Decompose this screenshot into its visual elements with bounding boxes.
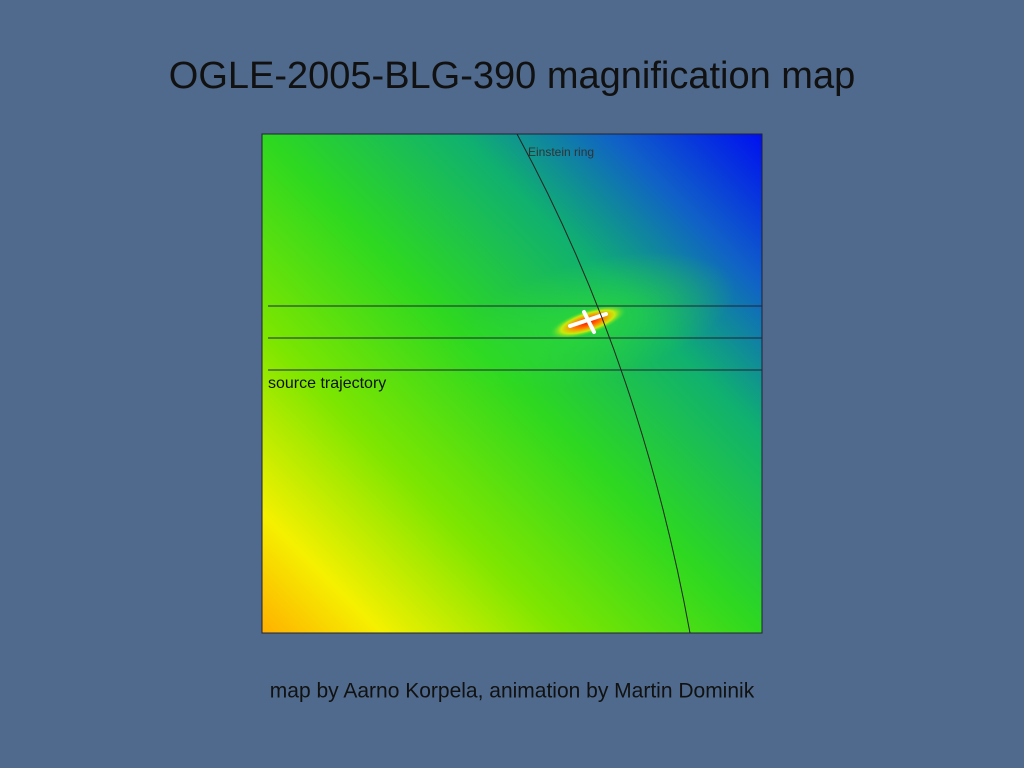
trajectory-label: source trajectory — [268, 375, 386, 392]
ring-label: Einstein ring — [528, 145, 594, 159]
caustic-core — [568, 310, 608, 334]
magnification-map: Einstein ring source trajectory — [261, 133, 763, 634]
caption: map by Aarno Korpela, animation by Marti… — [270, 680, 755, 703]
slide-title: OGLE-2005-BLG-390 magnification map — [169, 55, 855, 97]
einstein-ring — [516, 133, 691, 634]
